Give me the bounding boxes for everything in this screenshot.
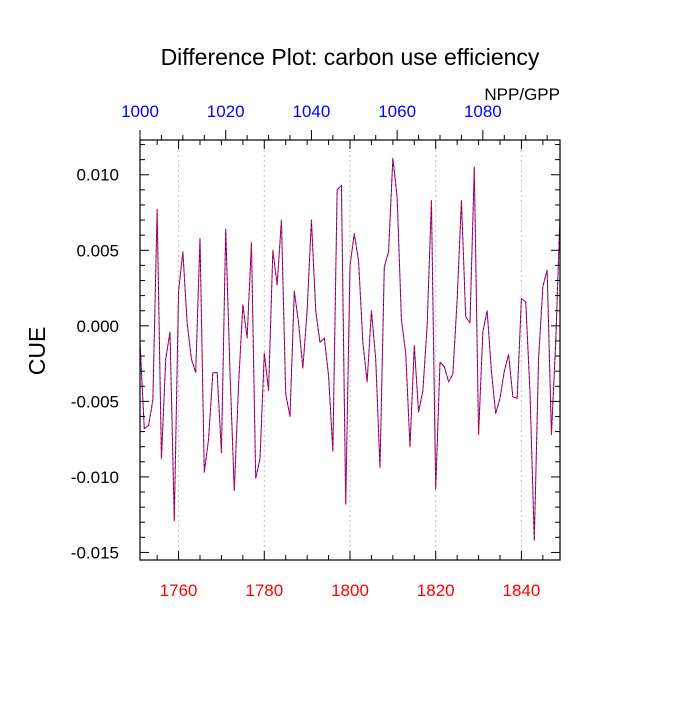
bottom-tick-label-1840: 1840 (503, 581, 541, 600)
series-lines (139, 157, 561, 541)
series-line-1 (139, 157, 561, 541)
y-tick-label-3: -0.005 (71, 392, 119, 411)
top-tick-label-1040: 1040 (293, 102, 331, 121)
y-tick-label-1: 0.005 (76, 241, 119, 260)
top-tick-label-1060: 1060 (378, 102, 416, 121)
y-axis-label: CUE (24, 327, 50, 376)
top-tick-label-1020: 1020 (207, 102, 245, 121)
y-tick-label-2: 0.000 (76, 317, 119, 336)
grid-lines (178, 140, 522, 560)
top-tick-label-1080: 1080 (464, 102, 502, 121)
right-axis-label: NPP/GPP (484, 85, 560, 104)
top-tick-label-1000: 1000 (121, 102, 159, 121)
chart-title: Difference Plot: carbon use efficiency (161, 44, 540, 70)
y-tick-label-4: -0.010 (71, 468, 119, 487)
bottom-tick-label-1800: 1800 (331, 581, 369, 600)
axes: 1760 1780 1800 1820 1840 1000 1020 1040 1060 1080… (71, 102, 560, 600)
bottom-tick-label-1820: 1820 (417, 581, 455, 600)
y-tick-label-0: 0.010 (76, 166, 119, 185)
y-tick-label-5: -0.015 (71, 543, 119, 562)
bottom-tick-label-1760: 1760 (160, 581, 198, 600)
bottom-tick-label-1780: 1780 (245, 581, 283, 600)
